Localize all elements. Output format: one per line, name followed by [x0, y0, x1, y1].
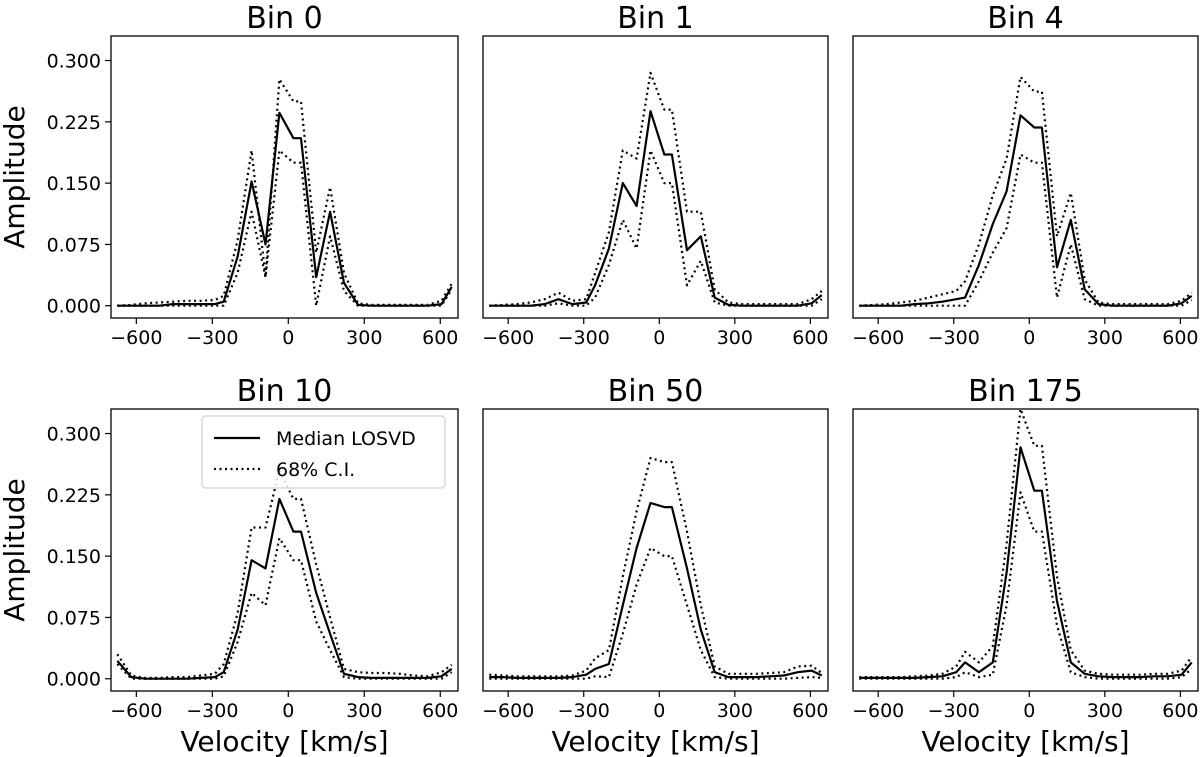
median-losvd-line: [859, 114, 1193, 307]
x-tick-label: 600: [422, 700, 458, 722]
ci-bound-line: [859, 491, 1193, 680]
x-axis-label: Velocity [km/s]: [180, 725, 388, 757]
x-tick-label: −600: [852, 700, 904, 722]
x-tick-label: 600: [792, 327, 828, 349]
ci-bound-line: [116, 536, 453, 680]
median-losvd-line: [489, 110, 823, 307]
x-tick-label: 600: [1162, 327, 1198, 349]
y-tick-label: 0.300: [47, 51, 101, 73]
chart-panel-5: Bin 175 −600 −300 0 300 600 Velocity [km/s]: [852, 374, 1199, 757]
x-tick-label: 600: [1162, 700, 1198, 722]
x-tick-label: 0: [282, 700, 294, 722]
y-tick-label: 0.000: [47, 296, 101, 318]
x-axis-label: Velocity [km/s]: [921, 725, 1129, 757]
x-tick-label: −300: [558, 327, 610, 349]
chart-title: Bin 4: [987, 1, 1064, 36]
ci-bound-line: [859, 407, 1193, 679]
x-tick-label: 0: [653, 327, 665, 349]
x-tick-label: 300: [717, 327, 753, 349]
x-tick-label: 300: [1087, 700, 1123, 722]
chart-panel-1: Bin 1 −600 −300 0 300 600: [482, 1, 829, 349]
x-tick-label: −600: [110, 327, 162, 349]
chart-panel-0: Bin 0 −600 −300 0 300 600 0.000 0.075 0.150 0.225…: [0, 1, 459, 349]
plot-frame: [110, 408, 459, 692]
y-tick-label: 0.225: [47, 112, 101, 134]
x-tick-label: 0: [1023, 327, 1035, 349]
chart-title: Bin 175: [968, 374, 1083, 409]
plot-frame: [852, 35, 1199, 319]
x-tick-label: 300: [717, 700, 753, 722]
x-tick-label: −300: [186, 327, 238, 349]
x-tick-label: −300: [928, 700, 980, 722]
chart-panel-3: Bin 10 −600 −300 0 300 600 0.000 0.075 0.150 0.22…: [0, 374, 459, 757]
chart-title: Bin 10: [237, 374, 333, 409]
ci-bound-line: [489, 546, 822, 680]
x-tick-label: 300: [1087, 327, 1123, 349]
y-tick-label: 0.000: [47, 669, 101, 691]
median-losvd-line: [116, 497, 453, 680]
x-tick-label: 300: [346, 700, 382, 722]
legend-label: Median LOSVD: [276, 428, 416, 450]
ci-bound-line: [859, 153, 1193, 307]
y-tick-label: 0.150: [47, 173, 101, 195]
ci-bound-line: [117, 78, 453, 307]
x-tick-label: −600: [482, 327, 534, 349]
chart-panel-4: Bin 50 −600 −300 0 300 600 Velocity [km/s]: [482, 374, 829, 757]
y-axis-label: Amplitude: [0, 105, 31, 249]
plot-frame: [852, 408, 1199, 692]
y-tick-label: 0.150: [47, 546, 101, 568]
x-tick-label: 600: [422, 327, 458, 349]
median-losvd-line: [489, 501, 823, 680]
x-tick-label: −300: [928, 327, 980, 349]
ci-bound-line: [489, 456, 823, 678]
x-tick-label: 0: [1023, 700, 1035, 722]
x-tick-label: 0: [282, 327, 294, 349]
legend-label: 68% C.I.: [276, 459, 355, 481]
y-tick-label: 0.225: [47, 485, 101, 507]
plot-frame: [482, 408, 829, 692]
plot-frame: [482, 35, 829, 319]
chart-title: Bin 1: [617, 1, 694, 36]
median-losvd-line: [859, 446, 1193, 680]
x-tick-label: 600: [792, 700, 828, 722]
x-tick-label: 300: [346, 327, 382, 349]
x-tick-label: −300: [186, 700, 238, 722]
x-tick-label: −300: [558, 700, 610, 722]
ci-bound-line: [489, 71, 823, 307]
ci-bound-line: [117, 149, 453, 307]
y-tick-label: 0.075: [47, 234, 101, 256]
chart-panel-2: Bin 4 −600 −300 0 300 600: [852, 1, 1199, 349]
legend-box: [201, 415, 446, 489]
ci-bound-line: [489, 149, 823, 307]
x-axis-label: Velocity [km/s]: [551, 725, 759, 757]
y-axis-label: Amplitude: [0, 478, 31, 622]
y-tick-label: 0.300: [47, 424, 101, 446]
x-tick-label: −600: [110, 700, 162, 722]
y-tick-label: 0.075: [47, 607, 101, 629]
x-tick-label: −600: [852, 327, 904, 349]
chart-title: Bin 0: [246, 1, 323, 36]
ci-bound-line: [859, 75, 1193, 307]
chart-title: Bin 50: [608, 374, 704, 409]
plot-frame: [110, 35, 459, 319]
ci-bound-line: [116, 469, 453, 680]
x-tick-label: 0: [653, 700, 665, 722]
median-losvd-line: [117, 111, 453, 307]
x-tick-label: −600: [482, 700, 534, 722]
